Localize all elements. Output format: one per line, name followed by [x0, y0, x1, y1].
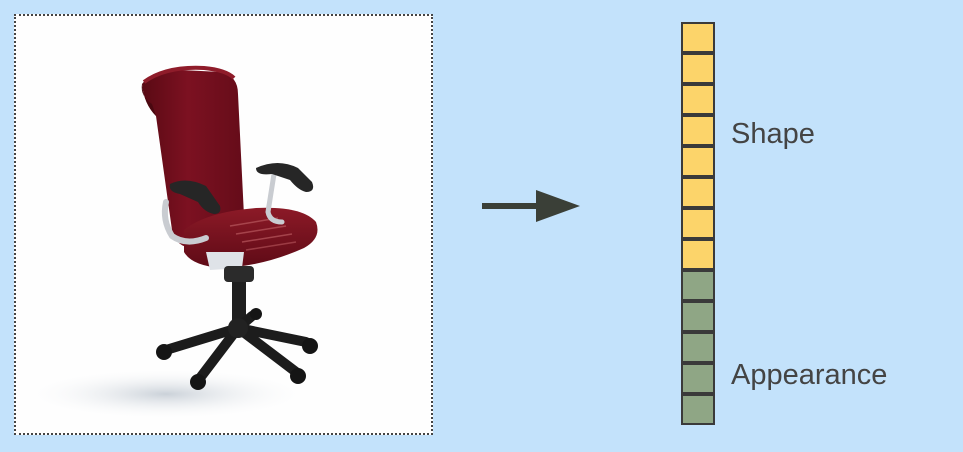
left-armrest-support: [161, 199, 209, 245]
gas-cylinder: [232, 278, 246, 326]
appearance-segment-label: Appearance: [731, 359, 888, 391]
input-image-frame: [14, 14, 433, 435]
floor-shadow: [21, 368, 311, 420]
appearance-cell: [681, 270, 715, 301]
right-arrow-icon: [482, 190, 580, 222]
shape-segment-label: Shape: [731, 118, 815, 150]
shape-cell: [681, 22, 715, 53]
shape-cell: [681, 208, 715, 239]
latent-vector: [681, 22, 715, 436]
appearance-cell: [681, 332, 715, 363]
shape-cell: [681, 146, 715, 177]
appearance-cell: [681, 394, 715, 425]
appearance-cell: [681, 301, 715, 332]
left-armrest: [169, 180, 221, 214]
chair-backrest: [142, 69, 244, 249]
shape-cell: [681, 115, 715, 146]
office-chair-image: [21, 65, 318, 420]
right-armrest: [256, 163, 314, 192]
shape-cell: [681, 84, 715, 115]
shape-cell: [681, 177, 715, 208]
appearance-cell: [681, 363, 715, 394]
right-armrest-support: [265, 171, 285, 225]
shape-cell: [681, 53, 715, 84]
seat-mechanism: [206, 252, 244, 270]
chair-casters: [156, 308, 318, 390]
shape-cell: [681, 239, 715, 270]
